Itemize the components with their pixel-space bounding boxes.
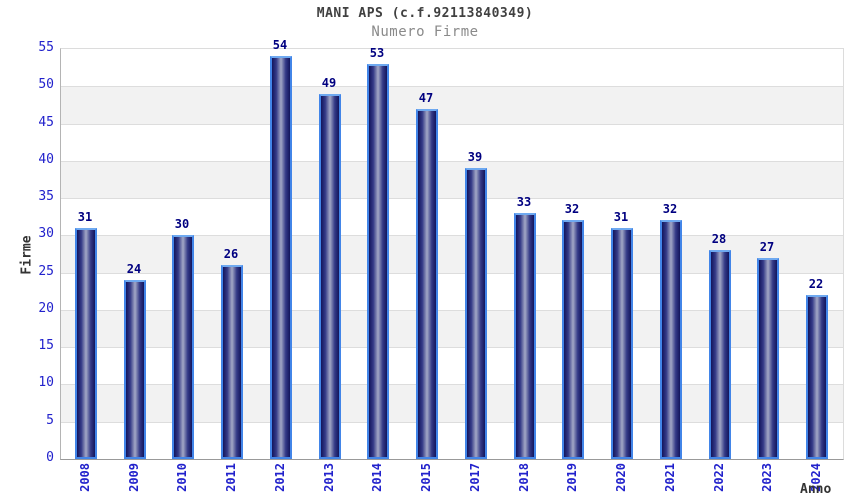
bar	[709, 250, 731, 459]
plot-band	[61, 160, 843, 199]
bar	[172, 235, 194, 459]
y-tick-label: 20	[38, 301, 54, 316]
y-tick-label: 30	[38, 226, 54, 241]
x-tick-label: 2015	[419, 463, 433, 492]
y-tick-label: 5	[46, 413, 54, 428]
x-tick-label: 2012	[273, 463, 287, 492]
bar-value-label: 30	[174, 217, 190, 231]
bar	[660, 220, 682, 459]
y-tick-label: 55	[38, 40, 54, 55]
bar	[562, 220, 584, 459]
bar-value-label: 26	[223, 247, 239, 261]
bar-value-label: 28	[711, 232, 727, 246]
y-tick-label: 0	[46, 450, 54, 465]
gridline	[61, 347, 843, 349]
chart-subtitle: Numero Firme	[371, 24, 479, 40]
gridline	[61, 421, 843, 423]
gridline	[61, 235, 843, 237]
gridline	[61, 198, 843, 200]
bar-value-label: 31	[613, 210, 629, 224]
x-tick-label: 2020	[614, 463, 628, 492]
bar	[124, 280, 146, 459]
gridline	[61, 309, 843, 311]
plot-area	[60, 48, 844, 460]
bar	[806, 295, 828, 459]
bar	[367, 63, 389, 459]
bar-value-label: 47	[418, 91, 434, 105]
bar-value-label: 24	[126, 262, 142, 276]
bar-value-label: 54	[272, 38, 288, 52]
bar-value-label: 53	[369, 46, 385, 60]
bar-value-label: 49	[321, 76, 337, 90]
bar	[416, 108, 438, 459]
gridline	[61, 160, 843, 162]
x-tick-label: 2019	[565, 463, 579, 492]
y-tick-label: 35	[38, 189, 54, 204]
bar	[75, 227, 97, 459]
x-tick-label: 2014	[370, 463, 384, 492]
x-tick-label: 2022	[712, 463, 726, 492]
x-tick-label: 2021	[663, 463, 677, 492]
bar-value-label: 27	[759, 240, 775, 254]
x-tick-label: 2018	[517, 463, 531, 492]
x-tick-label: 2009	[127, 463, 141, 492]
x-tick-label: 2013	[322, 463, 336, 492]
x-tick-label: 2017	[468, 463, 482, 492]
bar	[514, 213, 536, 459]
bar-value-label: 39	[467, 150, 483, 164]
bar	[611, 227, 633, 459]
x-axis-label: Anno	[800, 482, 832, 497]
chart-title: MANI APS (c.f.92113840349)	[316, 6, 534, 21]
x-tick-label: 2023	[760, 463, 774, 492]
bar	[221, 265, 243, 459]
bar	[757, 257, 779, 459]
bar-value-label: 22	[808, 277, 824, 291]
bar-value-label: 31	[77, 210, 93, 224]
bar	[319, 93, 341, 459]
x-tick-label: 2011	[224, 463, 238, 492]
x-tick-label: 2008	[78, 463, 92, 492]
bar	[270, 56, 292, 459]
y-tick-label: 40	[38, 152, 54, 167]
bar	[465, 168, 487, 459]
y-tick-label: 15	[38, 338, 54, 353]
gridline	[61, 384, 843, 386]
y-tick-label: 45	[38, 115, 54, 130]
y-tick-label: 25	[38, 264, 54, 279]
y-tick-label: 50	[38, 77, 54, 92]
y-tick-label: 10	[38, 375, 54, 390]
gridline	[61, 86, 843, 88]
gridline	[61, 123, 843, 125]
bar-value-label: 32	[564, 202, 580, 216]
gridline	[61, 272, 843, 274]
bar-value-label: 33	[516, 195, 532, 209]
x-tick-label: 2010	[175, 463, 189, 492]
plot-band	[61, 86, 843, 124]
bar-value-label: 32	[662, 202, 678, 216]
